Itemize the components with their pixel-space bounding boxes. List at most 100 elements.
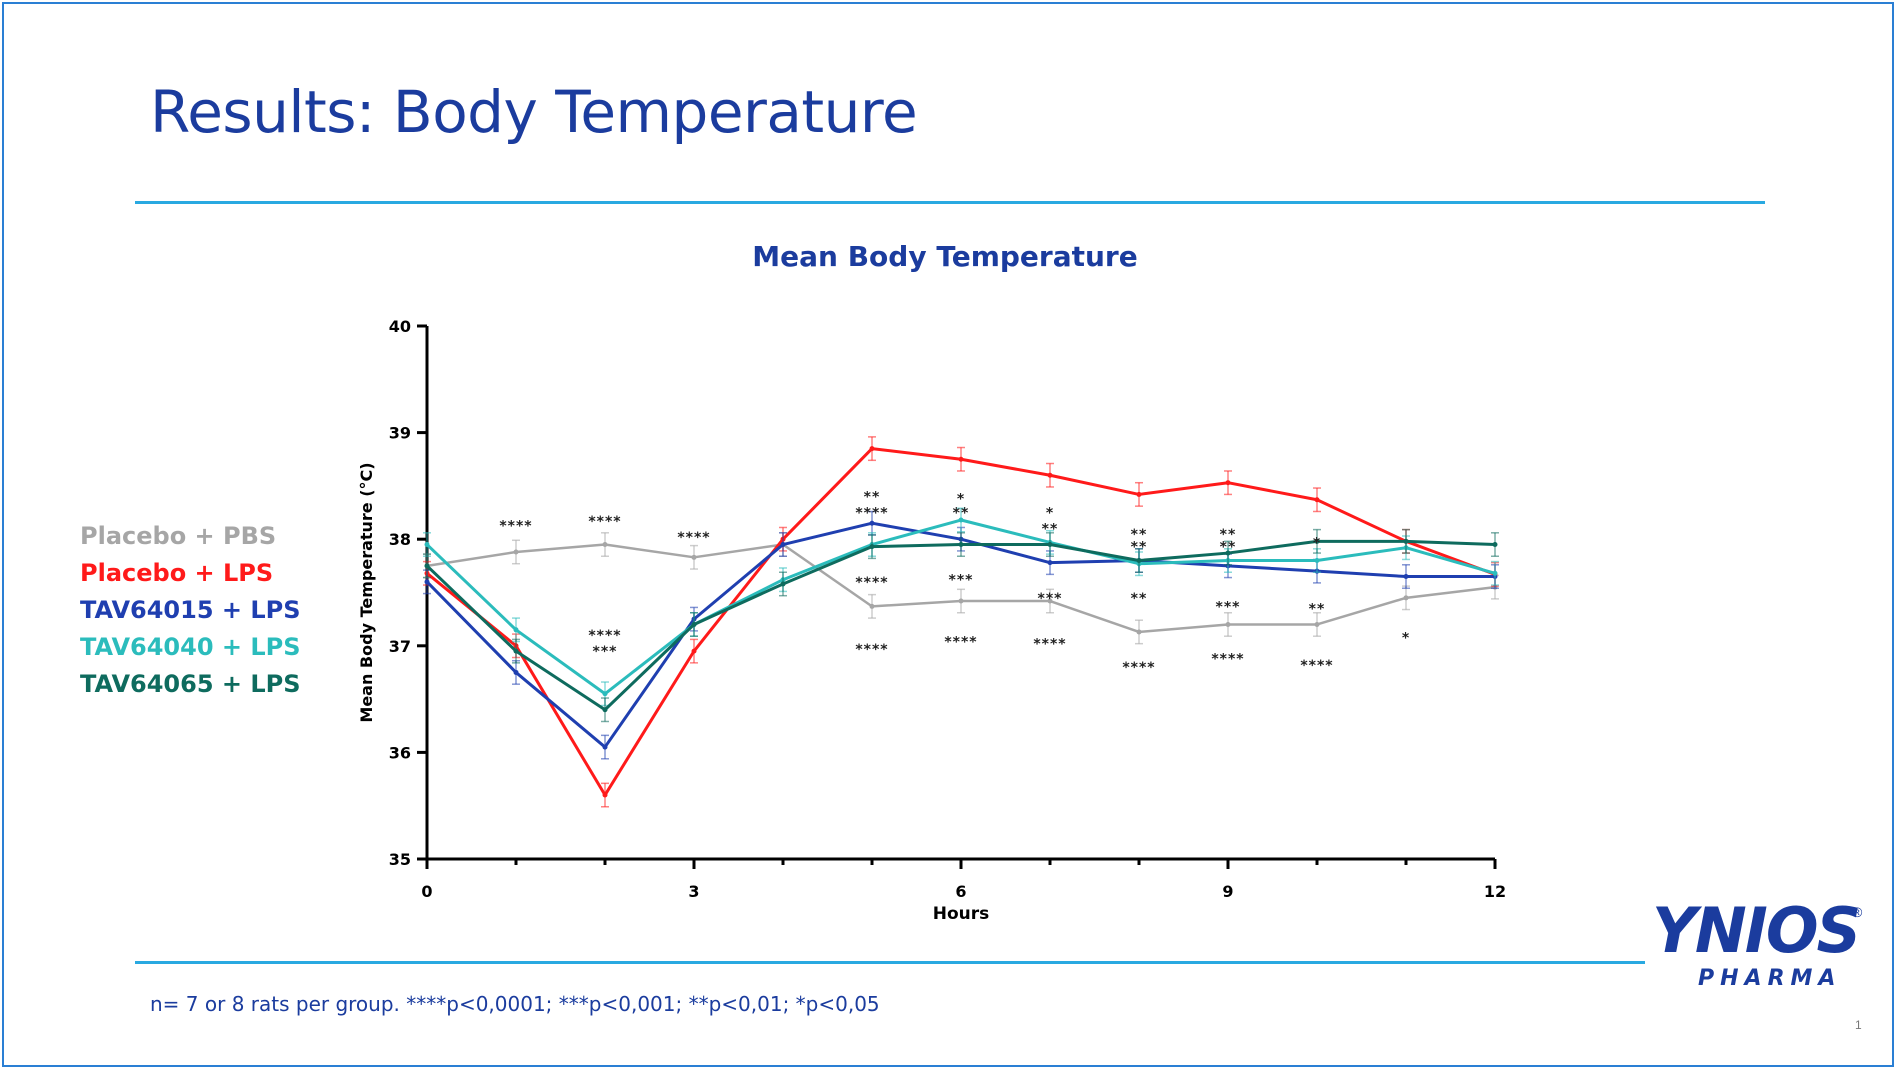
data-point-tav64015-lps	[1403, 574, 1409, 580]
data-point-tav64015-lps	[869, 520, 875, 526]
data-point-placebo-pbs	[691, 554, 697, 560]
data-point-tav64065-lps	[513, 648, 519, 654]
y-tick-label: 35	[389, 850, 411, 869]
data-point-placebo-pbs	[602, 542, 608, 548]
significance-marker: ****	[588, 628, 621, 644]
significance-marker: **	[1131, 591, 1148, 607]
significance-marker: ****	[855, 575, 888, 591]
y-tick-label: 40	[389, 317, 411, 336]
footnote: n= 7 or 8 rats per group. ****p<0,0001; …	[150, 992, 880, 1016]
significance-marker: ****	[855, 642, 888, 658]
series-line-tav64065-lps	[425, 539, 1496, 712]
significance-marker: ****	[1033, 637, 1066, 653]
significance-marker: ***	[1038, 591, 1063, 607]
significance-marker: **	[1042, 522, 1059, 538]
significance-marker: *	[1402, 630, 1410, 646]
data-point-tav64040-lps	[602, 691, 608, 697]
significance-marker: *	[1313, 535, 1321, 551]
data-point-tav64065-lps	[1403, 538, 1409, 544]
significance-marker: ****	[677, 530, 710, 546]
data-point-tav64015-lps	[780, 542, 786, 548]
significance-marker: **	[1309, 601, 1326, 617]
x-tick-label: 12	[1484, 882, 1506, 901]
x-tick-label: 6	[955, 882, 966, 901]
page-number: 1	[1855, 1018, 1862, 1032]
data-point-tav64015-lps	[513, 669, 519, 675]
data-point-tav64040-lps	[424, 542, 430, 548]
ynios-pharma-logo: YNIOS ® PHARMA	[1652, 896, 1862, 996]
data-point-placebo-pbs	[1314, 621, 1320, 627]
data-point-tav64065-lps	[1047, 542, 1053, 548]
data-point-tav64065-lps	[1492, 542, 1498, 548]
data-point-tav64065-lps	[869, 544, 875, 550]
x-axis-label: Hours	[933, 904, 990, 924]
data-point-placebo-lps	[869, 446, 875, 452]
title-divider	[135, 201, 1765, 204]
significance-marker: **	[864, 490, 881, 506]
legend-item-tav64040-lps: TAV64040 + LPS	[80, 633, 301, 661]
logo-registered-mark: ®	[1852, 904, 1863, 920]
significance-marker: ***	[949, 573, 974, 589]
data-point-placebo-lps	[1314, 497, 1320, 503]
significance-marker: ****	[1122, 660, 1155, 676]
data-point-tav64015-lps	[1047, 560, 1053, 566]
significance-marker: ****	[588, 514, 621, 530]
significance-marker: ****	[944, 635, 977, 651]
significance-marker: *	[1046, 506, 1054, 522]
data-point-placebo-lps	[1047, 472, 1053, 478]
significance-marker: ****	[1211, 652, 1244, 668]
data-point-tav64065-lps	[1314, 538, 1320, 544]
data-point-placebo-pbs	[958, 598, 964, 604]
data-point-tav64040-lps	[1314, 558, 1320, 564]
data-point-placebo-pbs	[1047, 598, 1053, 604]
significance-marker: **	[953, 506, 970, 522]
legend-item-tav64015-lps: TAV64015 + LPS	[80, 596, 301, 624]
chart-legend: Placebo + PBS Placebo + LPS TAV64015 + L…	[80, 518, 301, 703]
x-tick-label: 0	[421, 882, 432, 901]
data-point-tav64065-lps	[958, 542, 964, 548]
y-tick-label: 39	[389, 424, 411, 443]
data-point-tav64040-lps	[1492, 570, 1498, 576]
x-tick-label: 9	[1222, 882, 1233, 901]
data-point-placebo-pbs	[1403, 595, 1409, 601]
significance-marker: **	[1220, 540, 1237, 556]
data-point-tav64040-lps	[513, 627, 519, 633]
y-tick-label: 37	[389, 637, 411, 656]
significance-marker: **	[1131, 527, 1148, 543]
logo-subtitle: PHARMA	[1698, 966, 1842, 991]
significance-marker: ****	[499, 518, 532, 534]
significance-marker: ****	[1300, 658, 1333, 674]
data-point-tav64015-lps	[424, 579, 430, 585]
significance-marker: ****	[855, 506, 888, 522]
slide-title: Results: Body Temperature	[150, 78, 918, 146]
data-point-placebo-pbs	[513, 549, 519, 555]
data-point-tav64065-lps	[780, 581, 786, 587]
data-point-tav64040-lps	[958, 517, 964, 523]
data-point-tav64065-lps	[1225, 550, 1231, 556]
data-point-placebo-pbs	[1225, 621, 1231, 627]
footer-divider	[135, 961, 1645, 964]
legend-item-placebo-pbs: Placebo + PBS	[80, 522, 277, 550]
x-tick-label: 3	[688, 882, 699, 901]
legend-item-placebo-lps: Placebo + LPS	[80, 559, 274, 587]
data-point-placebo-lps	[1225, 480, 1231, 486]
data-point-placebo-lps	[958, 456, 964, 462]
data-point-placebo-lps	[602, 792, 608, 798]
significance-marker: *	[957, 492, 965, 508]
data-point-placebo-pbs	[1136, 629, 1142, 635]
data-point-tav64065-lps	[691, 621, 697, 627]
significance-marker: ***	[1216, 599, 1241, 615]
logo-wordmark: YNIOS	[1652, 894, 1861, 967]
data-point-tav64065-lps	[1136, 558, 1142, 564]
data-point-placebo-lps	[1136, 491, 1142, 497]
data-point-placebo-pbs	[869, 603, 875, 609]
significance-marker: **	[1131, 540, 1148, 556]
y-tick-label: 36	[389, 743, 411, 762]
y-tick-label: 38	[389, 530, 411, 549]
chart-title: Mean Body Temperature	[752, 240, 1138, 273]
data-point-tav64065-lps	[602, 707, 608, 713]
significance-marker: **	[1220, 527, 1237, 543]
data-point-tav64015-lps	[602, 744, 608, 750]
